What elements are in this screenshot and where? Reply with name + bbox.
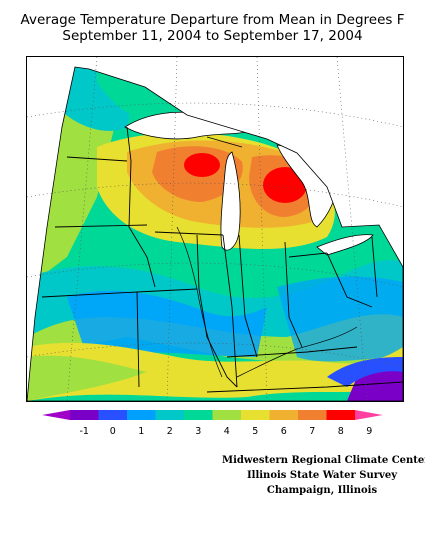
legend-tick-10: 9: [366, 426, 372, 437]
legend-swatch-0: [70, 410, 99, 420]
map-title-line1: Average Temperature Departure from Mean …: [20, 12, 405, 28]
legend-tick-2: 1: [138, 426, 144, 437]
legend-low-arrow: [42, 410, 70, 420]
graticule: [27, 57, 403, 401]
legend-swatch-9: [326, 410, 356, 420]
legend-tick-1: 0: [110, 426, 116, 437]
legend-tick-9: 8: [338, 426, 344, 437]
legend-tick-0: -1: [80, 426, 89, 437]
color-legend: -1 0 1 2 3 4 5 6 7 8 9: [42, 410, 383, 437]
legend-swatch-7: [269, 410, 299, 420]
legend-color-bar: [42, 410, 383, 420]
credit-line2: Illinois State Water Survey: [246, 470, 398, 481]
legend-tick-3: 2: [167, 426, 173, 437]
legend-swatch-6: [241, 410, 270, 420]
credit-line3: Champaign, Illinois: [266, 485, 378, 496]
legend-tick-7: 6: [281, 426, 287, 437]
legend-tick-8: 7: [309, 426, 315, 437]
legend-tick-labels: -1 0 1 2 3 4 5 6 7 8 9: [80, 426, 373, 437]
region-outline: [27, 66, 403, 401]
legend-swatch-5: [212, 410, 242, 420]
legend-tick-6: 5: [252, 426, 258, 437]
canada-region: [145, 57, 403, 247]
credit-line1: Midwestern Regional Climate Center: [222, 455, 425, 466]
legend-swatch-1: [98, 410, 128, 420]
legend-high-arrow: [355, 410, 383, 420]
temperature-departure-map: [26, 56, 404, 402]
legend-swatch-2: [127, 410, 156, 420]
state-boundaries: [41, 126, 403, 393]
legend-swatch-4: [184, 410, 213, 420]
legend-tick-5: 4: [224, 426, 230, 437]
legend-swatch-8: [298, 410, 327, 420]
map-title-line2: September 11, 2004 to September 17, 2004: [62, 28, 363, 44]
legend-swatch-3: [155, 410, 185, 420]
legend-tick-4: 3: [195, 426, 201, 437]
